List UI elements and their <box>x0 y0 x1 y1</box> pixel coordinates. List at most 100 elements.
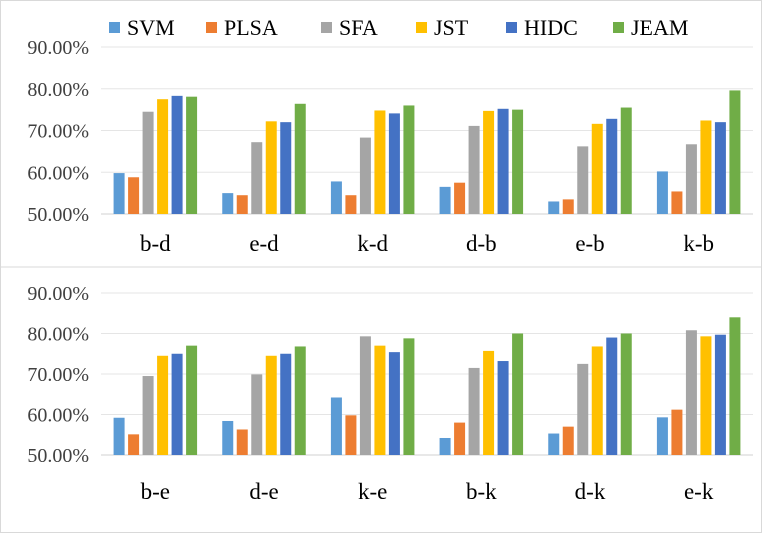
bar-svm-b-e <box>113 417 125 455</box>
bar-svm-e-k <box>656 417 668 455</box>
y-tick-label: 50.00% <box>27 445 89 467</box>
category-label: k-e <box>358 479 387 504</box>
y-tick-label: 90.00% <box>27 283 89 305</box>
bar-svm-k-e <box>330 397 342 455</box>
y-tick-label: 90.00% <box>27 37 89 59</box>
bar-jst-e-b <box>591 123 603 214</box>
y-tick-label: 70.00% <box>27 364 89 386</box>
bar-svm-e-b <box>548 201 560 214</box>
bar-hidc-k-b <box>714 122 726 214</box>
bar-plsa-b-k <box>454 422 466 455</box>
bar-plsa-k-e <box>345 415 357 455</box>
y-tick-label: 50.00% <box>27 204 89 226</box>
bar-jeam-b-e <box>186 345 198 455</box>
legend-label-sfa: SFA <box>339 15 378 40</box>
bar-plsa-b-e <box>128 434 140 455</box>
bar-sfa-k-b <box>685 144 697 214</box>
category-label: k-b <box>683 231 714 256</box>
bar-hidc-d-b <box>497 108 509 214</box>
bar-sfa-b-e <box>142 376 154 455</box>
chart-panel-1: 50.00% 60.00% 70.00% 80.00% 90.00% b-d e-d k-d d… <box>27 37 753 256</box>
bar-jst-k-d <box>374 110 386 214</box>
bar-jeam-d-k <box>620 333 632 455</box>
bar-plsa-d-e <box>236 429 248 455</box>
bar-plsa-d-b <box>454 182 466 214</box>
bar-jeam-e-d <box>294 103 306 214</box>
bar-plsa-d-k <box>562 426 574 455</box>
category-label: d-k <box>575 479 606 504</box>
legend-swatch-hidc <box>506 22 517 33</box>
legend-label-hidc: HIDC <box>524 15 578 40</box>
bar-svm-b-d <box>113 173 125 214</box>
bar-svm-d-e <box>222 420 234 455</box>
bar-hidc-e-d <box>280 122 292 214</box>
bar-svm-k-d <box>330 181 342 214</box>
bar-sfa-b-k <box>468 367 480 455</box>
y-tick-label: 80.00% <box>27 324 89 346</box>
category-label: d-e <box>249 479 278 504</box>
bar-sfa-d-k <box>577 363 589 455</box>
bar-hidc-d-e <box>280 353 292 455</box>
bar-jst-k-b <box>700 120 712 214</box>
bar-sfa-k-e <box>359 336 371 455</box>
bar-sfa-d-b <box>468 125 480 214</box>
bar-jst-e-k <box>700 336 712 455</box>
bar-jst-k-e <box>374 345 386 455</box>
legend-swatch-svm <box>109 22 120 33</box>
bar-jst-e-d <box>265 121 277 214</box>
bar-svm-b-k <box>439 437 451 455</box>
bar-plsa-b-d <box>128 177 140 214</box>
bar-plsa-e-k <box>671 409 683 455</box>
category-label: e-k <box>684 479 714 504</box>
legend-swatch-jeam <box>613 22 624 33</box>
bar-jeam-d-b <box>512 109 524 214</box>
legend-label-plsa: PLSA <box>224 15 278 40</box>
category-label: k-d <box>357 231 388 256</box>
bar-jeam-e-b <box>620 107 632 214</box>
bar-plsa-e-d <box>236 195 248 214</box>
bar-hidc-k-e <box>388 352 400 455</box>
y-tick-label: 60.00% <box>27 405 89 427</box>
bar-jst-b-k <box>483 350 495 455</box>
bar-jeam-k-b <box>729 90 741 214</box>
chart-panel-2: 50.00% 60.00% 70.00% 80.00% 90.00% b-e d-e k-e b… <box>27 283 753 504</box>
legend-swatch-plsa <box>206 22 217 33</box>
bar-svm-e-d <box>222 193 234 214</box>
bar-svm-k-b <box>656 171 668 214</box>
bar-hidc-b-k <box>497 361 509 455</box>
bar-hidc-b-e <box>171 353 183 455</box>
bar-jeam-d-e <box>294 346 306 455</box>
bar-sfa-e-b <box>577 146 589 214</box>
legend-swatch-jst <box>416 22 427 33</box>
y-tick-label: 80.00% <box>27 79 89 101</box>
bar-jeam-e-k <box>729 317 741 455</box>
bar-sfa-k-d <box>359 137 371 214</box>
legend-label-svm: SVM <box>127 15 175 40</box>
bar-svm-d-b <box>439 186 451 214</box>
y-tick-label: 70.00% <box>27 121 89 143</box>
bar-jst-d-k <box>591 346 603 455</box>
bar-hidc-e-k <box>714 334 726 455</box>
bar-hidc-k-d <box>388 113 400 214</box>
bar-jeam-k-d <box>403 105 415 214</box>
category-label: b-d <box>140 231 171 256</box>
bar-jst-b-e <box>157 355 169 455</box>
category-label: b-k <box>466 479 497 504</box>
bar-hidc-d-k <box>606 337 618 455</box>
bar-hidc-e-b <box>606 118 618 214</box>
bar-jeam-b-d <box>186 96 198 214</box>
bar-jeam-k-e <box>403 338 415 455</box>
bar-sfa-b-d <box>142 111 154 214</box>
bar-plsa-k-b <box>671 191 683 214</box>
bar-svm-d-k <box>548 433 560 455</box>
category-label: e-d <box>249 231 279 256</box>
bar-jeam-b-k <box>512 333 524 455</box>
category-label: d-b <box>466 231 497 256</box>
legend-label-jst: JST <box>434 15 469 40</box>
legend-label-jeam: JEAM <box>631 15 688 40</box>
category-label: b-e <box>141 479 170 504</box>
bar-jst-d-e <box>265 355 277 455</box>
bar-sfa-d-e <box>251 374 263 455</box>
bar-jst-d-b <box>483 110 495 214</box>
